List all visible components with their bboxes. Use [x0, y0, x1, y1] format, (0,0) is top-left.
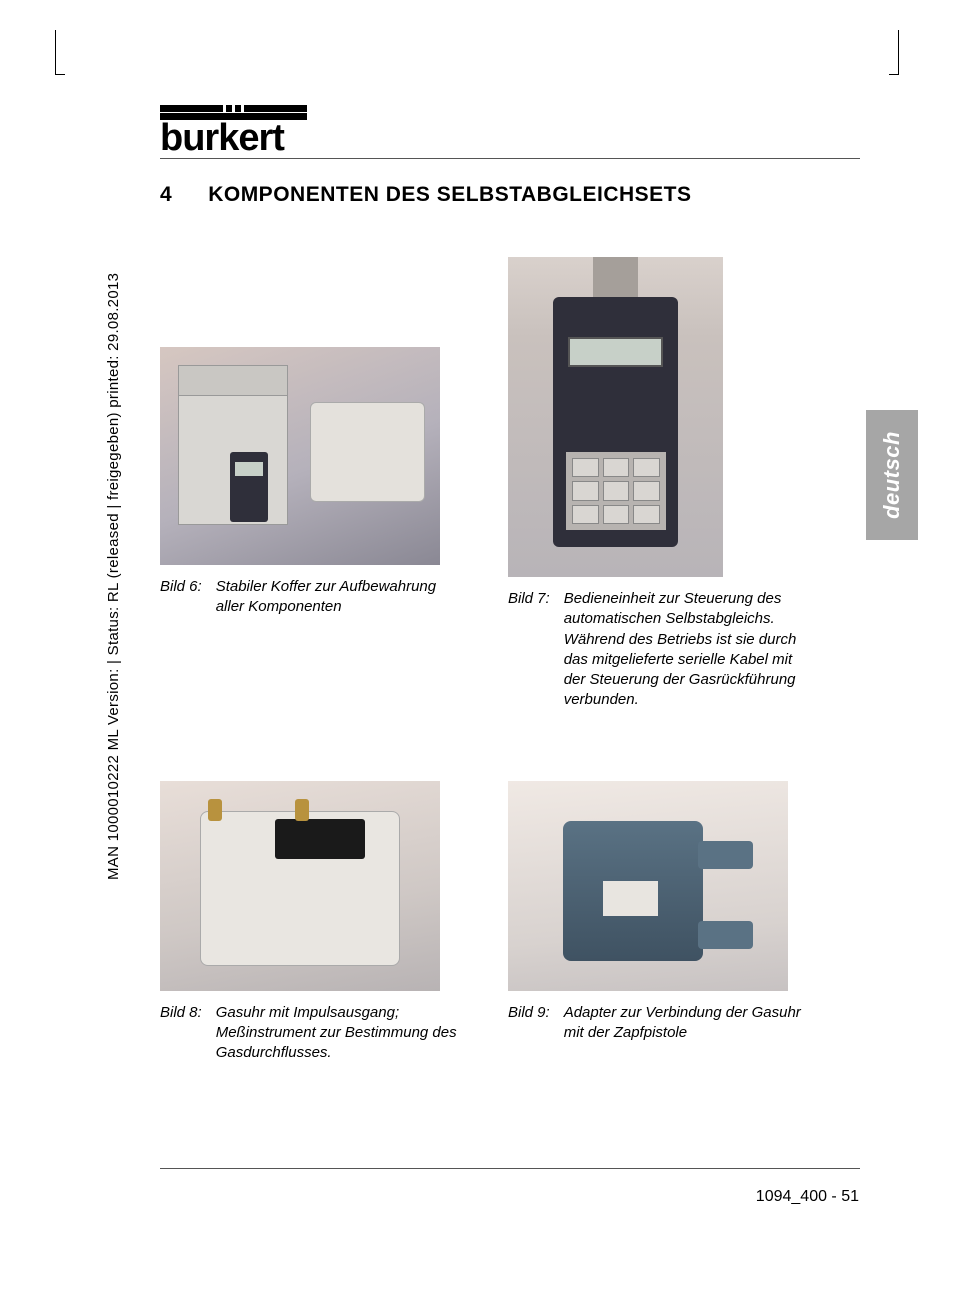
section-heading: 4 KOMPONENTEN DES SELBSTABGLEICHSETS: [160, 183, 860, 207]
figure-6-text: Stabiler Koffer zur Aufbewahrung aller K…: [216, 577, 460, 618]
figure-7-image: [508, 257, 723, 577]
footer-page-number: 1094_400 - 51: [756, 1188, 859, 1206]
language-tab-label: deutsch: [879, 431, 905, 519]
figure-grid: Bild 6: Stabiler Koffer zur Aufbewahrung…: [160, 257, 860, 1063]
figure-9-text: Adapter zur Verbindung der Gasuhr mit de…: [564, 1003, 808, 1044]
figure-7: Bild 7: Bedieneinheit zur Steuerung des …: [508, 257, 808, 711]
figure-8-label: Bild 8:: [160, 1003, 202, 1064]
figure-8: Bild 8: Gasuhr mit Impulsausgang; Meßins…: [160, 781, 460, 1064]
figure-8-text: Gasuhr mit Impulsausgang; Meßinstrument …: [216, 1003, 460, 1064]
brand-wordmark: burkert: [160, 113, 307, 156]
crop-mark-top-right: [889, 30, 899, 75]
crop-mark-top-left: [55, 30, 65, 75]
figure-9: Bild 9: Adapter zur Verbindung der Gasuh…: [508, 781, 808, 1064]
language-tab: deutsch: [866, 410, 918, 540]
figure-6: Bild 6: Stabiler Koffer zur Aufbewahrung…: [160, 347, 460, 711]
page-content: burkert 4 KOMPONENTEN DES SELBSTABGLEICH…: [160, 105, 860, 1063]
figure-8-caption: Bild 8: Gasuhr mit Impulsausgang; Meßins…: [160, 1003, 460, 1064]
section-number: 4: [160, 183, 172, 207]
burkert-logo: burkert: [160, 105, 307, 156]
figure-9-caption: Bild 9: Adapter zur Verbindung der Gasuh…: [508, 1003, 808, 1044]
header-logo-row: burkert: [160, 105, 860, 159]
figure-6-label: Bild 6:: [160, 577, 202, 618]
figure-7-text: Bedieneinheit zur Steuerung des automati…: [564, 589, 808, 711]
figure-8-image: [160, 781, 440, 991]
figure-9-image: [508, 781, 788, 991]
figure-7-label: Bild 7:: [508, 589, 550, 711]
section-title: KOMPONENTEN DES SELBSTABGLEICHSETS: [208, 183, 691, 207]
figure-6-caption: Bild 6: Stabiler Koffer zur Aufbewahrung…: [160, 577, 460, 618]
figure-9-label: Bild 9:: [508, 1003, 550, 1044]
figure-7-caption: Bild 7: Bedieneinheit zur Steuerung des …: [508, 589, 808, 711]
footer-rule: [160, 1168, 860, 1169]
figure-6-image: [160, 347, 440, 565]
document-meta-sidebar: MAN 1000010222 ML Version: | Status: RL …: [105, 273, 122, 880]
